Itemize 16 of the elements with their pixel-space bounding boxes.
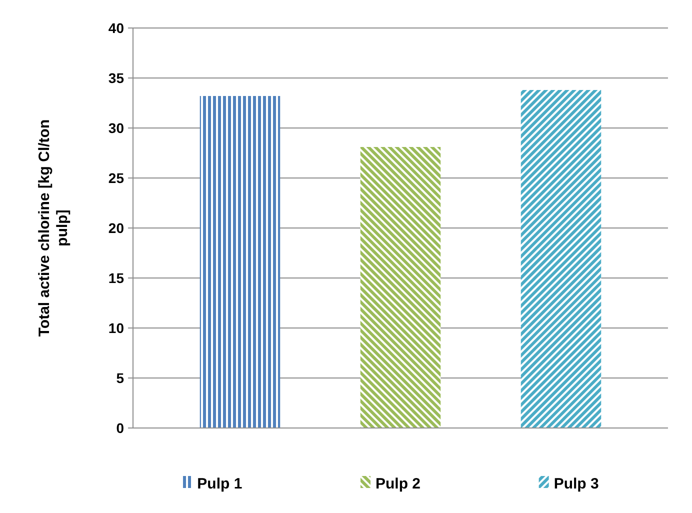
- y-tick-label: 20: [108, 220, 124, 236]
- y-tick-label: 25: [108, 170, 124, 186]
- y-tick-label: 40: [108, 20, 124, 36]
- y-tick-label: 30: [108, 120, 124, 136]
- legend-label: Pulp 1: [197, 475, 242, 492]
- y-tick-label: 5: [116, 370, 124, 386]
- y-tick-label: 35: [108, 70, 124, 86]
- y-tick-label: 15: [108, 270, 124, 286]
- legend-label: Pulp 2: [376, 475, 421, 492]
- y-tick-label: 0: [116, 420, 124, 436]
- bar: [200, 96, 280, 428]
- legend-label: Pulp 3: [554, 475, 599, 492]
- bar: [360, 147, 441, 428]
- bar: [520, 90, 602, 428]
- y-axis-title: Total active chlorine [kg Cl/ton pulp]: [36, 119, 71, 337]
- y-tick-label: 10: [108, 320, 124, 336]
